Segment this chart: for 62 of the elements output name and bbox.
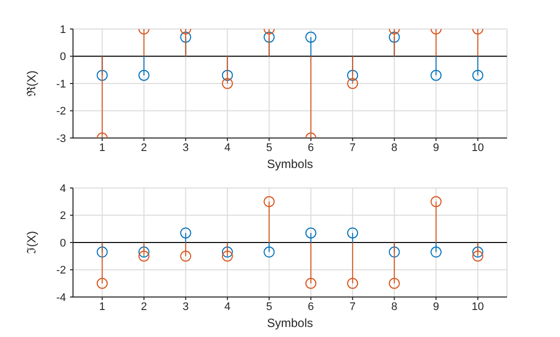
- x-tick-label: 8: [391, 300, 398, 313]
- point: [222, 78, 233, 89]
- point: [138, 246, 150, 258]
- y-tick-label: -2: [56, 264, 66, 277]
- x-tick-label: 1: [99, 300, 106, 313]
- x-tick-label: 8: [391, 142, 398, 154]
- y-tick-label: 4: [60, 182, 66, 195]
- x-tick-label: 6: [308, 300, 314, 313]
- point: [96, 70, 108, 81]
- x-tick-label: 2: [140, 300, 148, 313]
- y-tick-label: 0: [60, 51, 66, 64]
- point: [222, 70, 233, 81]
- y-tick-label: -1: [56, 78, 66, 90]
- point: [430, 246, 442, 258]
- point: [305, 278, 316, 289]
- y-tick-label: 2: [60, 210, 66, 222]
- point: [347, 227, 358, 238]
- point: [264, 196, 275, 208]
- point: [222, 246, 233, 258]
- x-tick-label: 4: [224, 142, 230, 154]
- point: [347, 78, 358, 89]
- y-tick-label: -2: [56, 106, 66, 118]
- point: [388, 246, 400, 258]
- point: [472, 250, 484, 262]
- x-tick-label: 5: [266, 142, 272, 154]
- y-tick-label: 0: [60, 237, 66, 250]
- x-tick-label: 1: [99, 142, 106, 154]
- x-tick-label: 10: [472, 142, 484, 154]
- x-tick-label: 6: [308, 142, 314, 154]
- y-tick-label: -4: [56, 292, 66, 304]
- point: [264, 246, 275, 258]
- y-axis-title: ℜ(X): [24, 70, 38, 96]
- x-tick-label: 2: [140, 142, 148, 154]
- point: [180, 227, 192, 238]
- x-tick-label: 3: [182, 142, 189, 154]
- x-axis-title: Symbols: [266, 157, 314, 171]
- y-axis-title: ℑ(X): [24, 231, 38, 254]
- point: [430, 70, 442, 81]
- x-tick-label: 9: [432, 142, 440, 154]
- x-tick-label: 4: [224, 300, 230, 313]
- y-tick-label: -3: [56, 132, 66, 145]
- x-tick-label: 9: [432, 300, 440, 313]
- point: [96, 278, 108, 289]
- x-axis-title: Symbols: [266, 316, 314, 330]
- point: [472, 70, 484, 81]
- point: [180, 250, 192, 262]
- x-tick-label: 7: [350, 300, 356, 313]
- point: [347, 278, 358, 289]
- point: [472, 246, 484, 258]
- x-tick-label: 7: [350, 142, 356, 154]
- point: [388, 278, 400, 289]
- x-tick-label: 3: [182, 300, 189, 313]
- x-tick-label: 5: [266, 300, 272, 313]
- point: [347, 70, 358, 81]
- x-tick-label: 10: [472, 300, 484, 313]
- point: [222, 250, 233, 262]
- point: [430, 196, 442, 208]
- point: [138, 70, 150, 81]
- point: [138, 250, 150, 262]
- y-tick-label: 1: [60, 24, 66, 36]
- point: [305, 227, 316, 238]
- point: [96, 246, 108, 258]
